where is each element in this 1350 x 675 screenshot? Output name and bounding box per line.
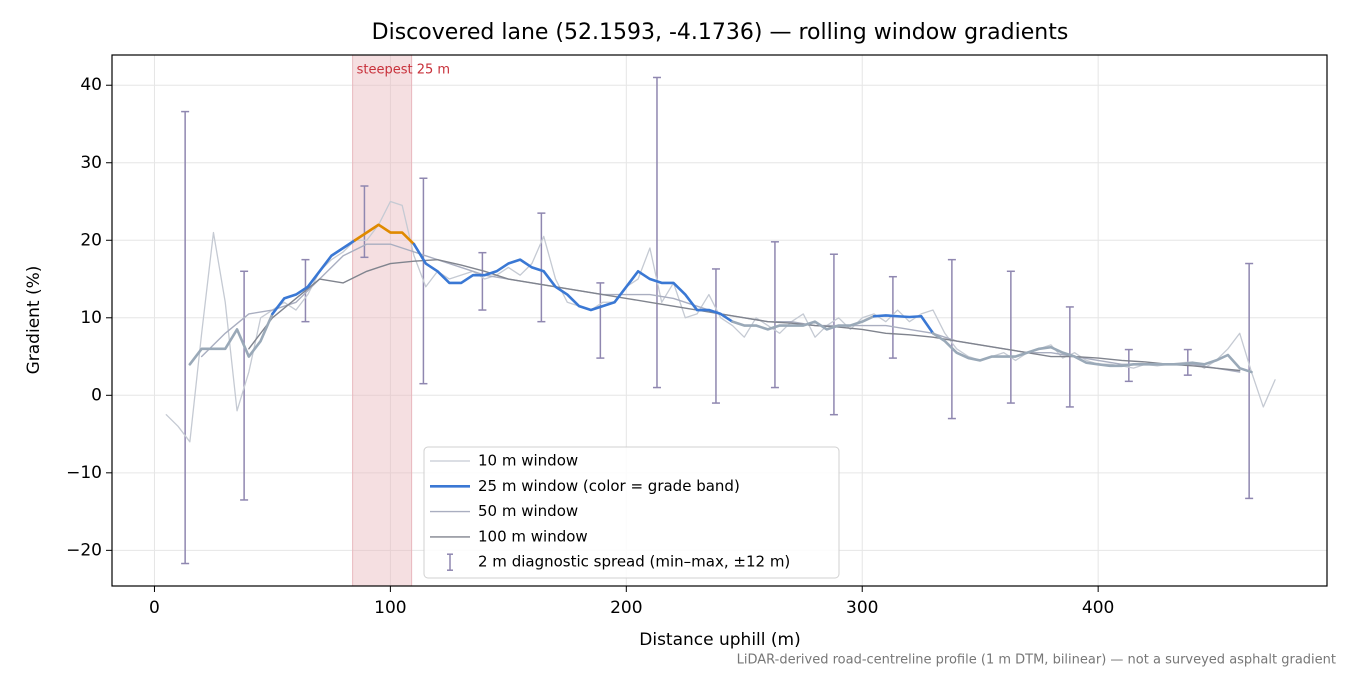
error-bar: [652, 76, 661, 389]
y-tick-label: 10: [80, 308, 102, 328]
x-tick-label: 0: [149, 598, 160, 618]
legend-label: 2 m diagnostic spread (min–max, ±12 m): [478, 553, 790, 571]
error-bar: [1006, 270, 1015, 404]
series-line: [931, 331, 1253, 374]
error-bar: [596, 282, 605, 359]
footnote: LiDAR-derived road-centreline profile (1…: [737, 653, 1336, 668]
x-tick-label: 200: [610, 598, 642, 618]
y-tick-label: 0: [91, 385, 102, 405]
x-axis-label: Distance uphill (m): [639, 630, 800, 650]
error-bar: [829, 253, 838, 416]
series-line: [872, 314, 935, 335]
error-bar: [181, 110, 190, 565]
y-tick-label: 20: [80, 230, 102, 250]
y-tick-label: 30: [80, 153, 102, 173]
error-bar: [711, 268, 720, 404]
series-line: [731, 314, 876, 331]
legend: 10 m window 25 m window (color = grade ba…: [423, 446, 840, 579]
legend-label: 25 m window (color = grade band): [478, 477, 740, 495]
y-tick-label: −10: [66, 463, 102, 483]
x-tick-label: 300: [846, 598, 878, 618]
error-bar: [478, 251, 487, 311]
highlight-label: steepest 25 m: [357, 63, 450, 78]
legend-label: 100 m window: [478, 527, 588, 545]
legend-box: [423, 446, 840, 579]
x-tick-label: 400: [1082, 598, 1114, 618]
y-tick-label: 40: [80, 75, 102, 95]
plot-frame: [111, 54, 1328, 587]
series-line: [188, 312, 274, 366]
error-bar: [770, 241, 779, 389]
x-tick-label: 100: [374, 598, 406, 618]
error-bar: [1245, 262, 1254, 500]
error-bar: [888, 275, 897, 359]
highlight-span: [352, 54, 413, 587]
error-bar: [537, 212, 546, 323]
legend-label: 10 m window: [478, 452, 578, 470]
y-axis-label: Gradient (%): [24, 266, 44, 375]
series-line: [271, 238, 357, 316]
series-line: [353, 223, 416, 246]
y-tick-label: −20: [66, 540, 102, 560]
chart-title: Discovered lane (52.1593, -4.1736) — rol…: [372, 20, 1069, 45]
series-line: [412, 242, 734, 323]
legend-label: 50 m window: [478, 502, 578, 520]
